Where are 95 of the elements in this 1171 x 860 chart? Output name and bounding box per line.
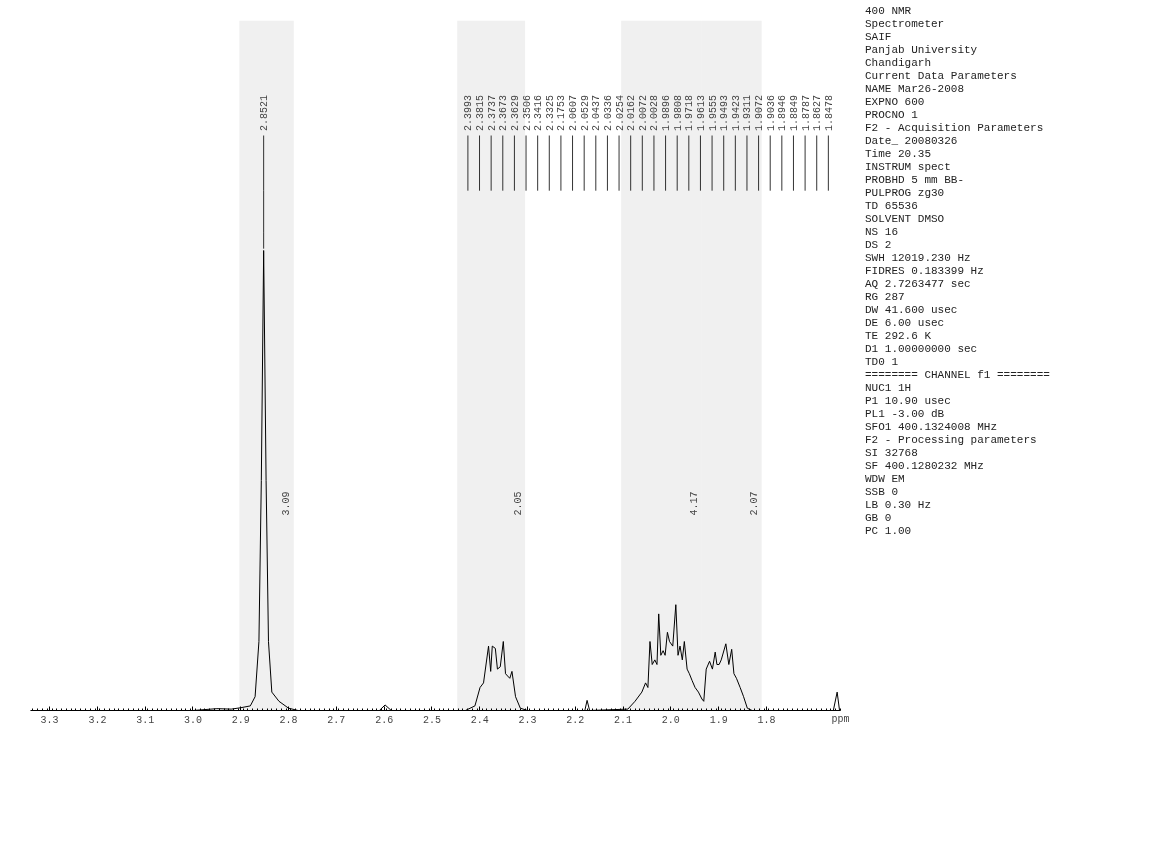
text: DW 41.600 usec bbox=[865, 304, 959, 317]
text: 1.8787 bbox=[800, 94, 812, 131]
text: GB 0 bbox=[865, 512, 893, 525]
x-tick-label: 2.7 bbox=[327, 714, 346, 726]
text: WDW EM bbox=[865, 473, 906, 486]
text: 1.8849 bbox=[788, 94, 800, 131]
text: NS 16 bbox=[865, 226, 899, 239]
text: Panjab University bbox=[865, 44, 979, 57]
text: 1.8478 bbox=[823, 94, 835, 131]
text: 2.3416 bbox=[533, 94, 545, 131]
x-tick-label: 1.9 bbox=[709, 714, 728, 726]
text: SF 400.1280232 MHz bbox=[865, 460, 985, 473]
x-tick-label: 2.2 bbox=[566, 714, 585, 726]
text: D1 1.00000000 sec bbox=[865, 343, 979, 356]
text: INSTRUM spect bbox=[865, 161, 952, 174]
text: 1.9808 bbox=[672, 94, 684, 131]
text: EXPNO 600 bbox=[865, 96, 926, 109]
text: AQ 2.7263477 sec bbox=[865, 278, 972, 291]
text: 1.8946 bbox=[777, 94, 789, 131]
text: Date_ 20080326 bbox=[865, 135, 959, 148]
text: 2.0028 bbox=[649, 94, 661, 131]
text: 1.8627 bbox=[812, 94, 824, 131]
text: 1.9493 bbox=[719, 94, 731, 131]
text: 2.1753 bbox=[556, 94, 568, 131]
text: 2.0336 bbox=[602, 94, 614, 131]
text: TD0 1 bbox=[865, 356, 899, 369]
text: DE 6.00 usec bbox=[865, 317, 946, 330]
x-tick-label: 2.8 bbox=[279, 714, 298, 726]
text: TD 65536 bbox=[865, 200, 919, 213]
text: 2.0529 bbox=[579, 94, 591, 131]
x-tick-label: 2.0 bbox=[661, 714, 680, 726]
x-tick-label: 2.1 bbox=[614, 714, 633, 726]
text: PULPROG zg30 bbox=[865, 187, 946, 200]
text: 2.0162 bbox=[626, 94, 638, 131]
text: 2.3993 bbox=[463, 94, 475, 131]
text: 1.9072 bbox=[754, 94, 766, 131]
text: PROBHD 5 mm BB- bbox=[865, 174, 966, 187]
x-tick-label: 2.6 bbox=[375, 714, 394, 726]
x-tick-label: 3.0 bbox=[183, 714, 202, 726]
text: NAME Mar26-2008 bbox=[865, 83, 966, 96]
text: ======== CHANNEL f1 ======== bbox=[865, 369, 1050, 382]
text: 1.9311 bbox=[742, 94, 754, 131]
text: Current Data Parameters bbox=[865, 70, 1018, 83]
x-tick-label: 2.9 bbox=[231, 714, 250, 726]
text: SWH 12019.230 Hz bbox=[865, 252, 972, 265]
text: 2.0437 bbox=[591, 94, 603, 131]
x-tick-label: 3.1 bbox=[136, 714, 155, 726]
text: 2.3737 bbox=[486, 94, 498, 131]
text: 2.0607 bbox=[568, 94, 580, 131]
band-label: 4.17 bbox=[689, 491, 701, 516]
x-tick-label: 1.8 bbox=[757, 714, 776, 726]
text: 1.9423 bbox=[730, 94, 742, 131]
x-tick-label: 3.3 bbox=[40, 714, 59, 726]
x-axis-title: ppm bbox=[831, 713, 850, 725]
text: 400 NMR bbox=[865, 5, 913, 18]
text: FIDRES 0.183399 Hz bbox=[865, 265, 985, 278]
text: DS 2 bbox=[865, 239, 893, 252]
text: Chandigarh bbox=[865, 57, 932, 70]
text: Time 20.35 bbox=[865, 148, 932, 161]
text: 2.3629 bbox=[509, 94, 521, 131]
text: NUC1 1H bbox=[865, 382, 913, 395]
text: 2.3673 bbox=[498, 94, 510, 131]
text: 2.3815 bbox=[475, 94, 487, 131]
text: F2 - Acquisition Parameters bbox=[865, 122, 1045, 135]
text: PL1 -3.00 dB bbox=[865, 408, 946, 421]
x-tick-label: 2.4 bbox=[470, 714, 489, 726]
text: SOLVENT DMSO bbox=[865, 213, 946, 226]
text: TE 292.6 K bbox=[865, 330, 932, 343]
band-label: 2.07 bbox=[749, 491, 761, 516]
text: Spectrometer bbox=[865, 18, 946, 31]
text: PC 1.00 bbox=[865, 525, 913, 538]
text: P1 10.90 usec bbox=[865, 395, 952, 408]
text: PROCNO 1 bbox=[865, 109, 919, 122]
text: 2.3325 bbox=[544, 94, 556, 131]
annotation: 2.8521 bbox=[259, 94, 271, 131]
text: 1.9613 bbox=[695, 94, 707, 131]
x-tick-label: 2.5 bbox=[422, 714, 441, 726]
text: SFO1 400.1324008 MHz bbox=[865, 421, 999, 434]
text: F2 - Processing parameters bbox=[865, 434, 1038, 447]
text: RG 287 bbox=[865, 291, 906, 304]
text: 1.9036 bbox=[765, 94, 777, 131]
band-label: 2.05 bbox=[512, 491, 524, 516]
band-label: 3.09 bbox=[281, 491, 293, 516]
text: 2.0254 bbox=[614, 94, 626, 131]
text: 1.9555 bbox=[707, 94, 719, 131]
text: 2.0072 bbox=[637, 94, 649, 131]
text: SSB 0 bbox=[865, 486, 899, 499]
text: 1.9896 bbox=[661, 94, 673, 131]
x-tick-label: 3.2 bbox=[88, 714, 107, 726]
text: 1.9718 bbox=[684, 94, 696, 131]
text: SAIF bbox=[865, 31, 893, 44]
text: 2.3506 bbox=[521, 94, 533, 131]
text: SI 32768 bbox=[865, 447, 919, 460]
x-tick-label: 2.3 bbox=[518, 714, 537, 726]
text: LB 0.30 Hz bbox=[865, 499, 932, 512]
